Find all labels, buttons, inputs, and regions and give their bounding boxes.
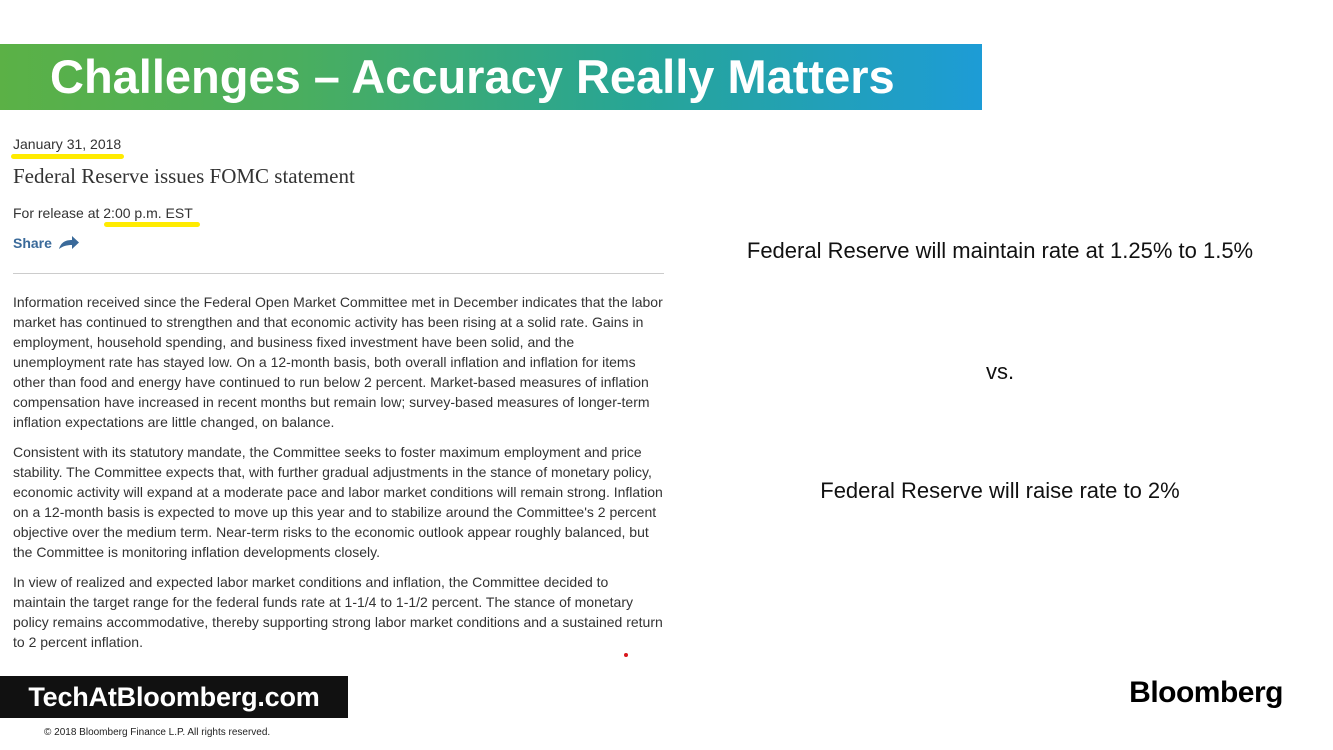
copyright-notice: © 2018 Bloomberg Finance L.P. All rights…: [44, 727, 271, 738]
option-a-text: Federal Reserve will maintain rate at 1.…: [746, 238, 1254, 263]
paragraph-text: In view of realized and expected labor m…: [13, 574, 633, 630]
underlined-phrase: return to 2 percent: [13, 614, 663, 650]
press-headline[interactable]: Federal Reserve issues FOMC statement: [13, 164, 355, 188]
share-label: Share: [13, 235, 52, 251]
statement-body: Information received since the Federal O…: [13, 292, 665, 662]
bloomberg-logo: Bloomberg: [1129, 676, 1283, 709]
statement-paragraph: Consistent with its statutory mandate, t…: [13, 444, 663, 560]
site-logo[interactable]: TechAtBloomberg.com: [0, 676, 348, 718]
release-line: For release at 2:00 p.m. EST: [13, 205, 193, 221]
time-highlight: [104, 222, 200, 227]
title-banner: Challenges – Accuracy Really Matters: [0, 44, 982, 110]
release-time: 2:00 p.m. EST: [103, 205, 193, 221]
date-highlight: [11, 154, 124, 159]
slide-title: Challenges – Accuracy Really Matters: [50, 50, 895, 103]
statement-paragraph: In view of realized and expected labor m…: [13, 572, 665, 652]
share-arrow-icon: [58, 236, 80, 250]
vs-separator: vs.: [985, 359, 1015, 384]
divider: [13, 273, 664, 274]
statement-paragraph: Information received since the Federal O…: [13, 294, 663, 430]
release-prefix: For release at: [13, 205, 104, 221]
share-button[interactable]: Share: [13, 235, 80, 251]
paragraph-text: inflation.: [86, 634, 143, 650]
release-date: January 31, 2018: [13, 136, 122, 152]
option-b-text: Federal Reserve will raise rate to 2%: [820, 478, 1180, 503]
